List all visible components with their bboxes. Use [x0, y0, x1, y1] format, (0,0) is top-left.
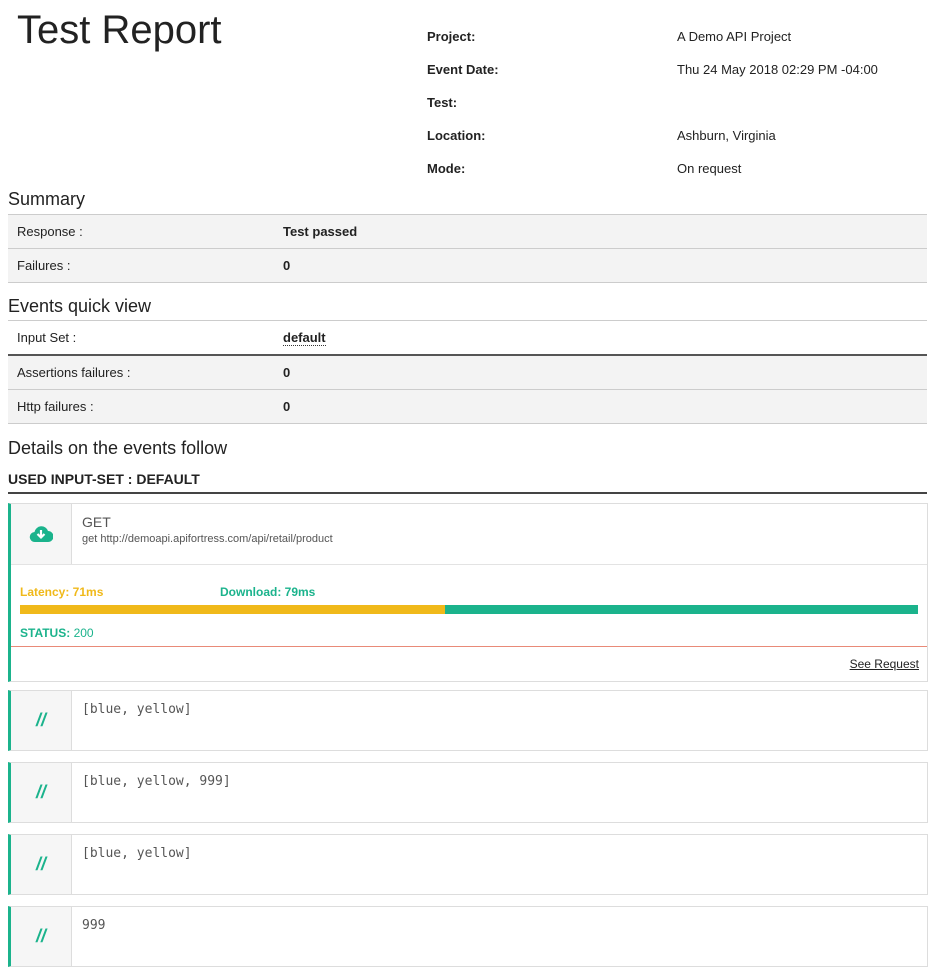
comment-icon: //: [11, 763, 72, 822]
meta-row: Location: Ashburn, Virginia: [427, 128, 878, 161]
meta-label: Location:: [427, 128, 486, 143]
row-value: 0: [283, 258, 291, 273]
meta-value: Ashburn, Virginia: [677, 128, 776, 143]
cloud-download-icon: [11, 504, 72, 564]
meta-label: Project:: [427, 29, 476, 44]
row-value: 0: [283, 365, 291, 380]
row-value: 0: [283, 399, 291, 414]
comment-text: [blue, yellow, 999]: [82, 774, 231, 789]
row-label: Input Set :: [17, 330, 77, 345]
comment-card: // [blue, yellow]: [8, 834, 928, 895]
status-value: 200: [73, 626, 94, 640]
meta-row: Project: A Demo API Project: [427, 29, 878, 62]
page-title: Test Report: [17, 8, 222, 52]
comment-icon: //: [11, 835, 72, 894]
comment-text: [blue, yellow]: [82, 702, 192, 717]
row-value: Test passed: [283, 224, 358, 239]
quick-view-table: Input Set : default Assertions failures :…: [8, 320, 927, 424]
table-row: Http failures : 0: [8, 390, 927, 424]
comment-card: // 999: [8, 906, 928, 967]
event-card: GET get http://demoapi.apifortress.com/ap…: [8, 503, 928, 682]
latency-bar: [20, 605, 446, 614]
timing-bar: [20, 605, 918, 614]
comment-card: // [blue, yellow]: [8, 690, 928, 751]
event-url: get http://demoapi.apifortress.com/api/r…: [82, 533, 333, 545]
table-row: Failures : 0: [8, 249, 927, 283]
meta-label: Test:: [427, 95, 458, 110]
row-label: Response :: [17, 224, 83, 239]
event-method: GET: [82, 514, 111, 530]
meta-label: Event Date:: [427, 62, 499, 77]
comment-icon: //: [11, 691, 72, 750]
row-label: Assertions failures :: [17, 365, 131, 380]
meta-label: Mode:: [427, 161, 466, 176]
report-meta: Project: A Demo API Project Event Date: Th…: [427, 29, 878, 194]
input-set-link[interactable]: default: [283, 329, 326, 346]
latency-label: Latency: 71ms: [20, 585, 104, 599]
meta-row: Test:: [427, 95, 878, 128]
comment-card: // [blue, yellow, 999]: [8, 762, 928, 823]
quick-view-heading: Events quick view: [8, 296, 152, 316]
table-row: Input Set : default: [8, 320, 927, 356]
summary-heading: Summary: [8, 189, 86, 209]
details-heading: Details on the events follow: [8, 438, 228, 458]
comment-text: [blue, yellow]: [82, 846, 192, 861]
download-bar: [445, 605, 918, 614]
meta-value: Thu 24 May 2018 02:29 PM -04:00: [677, 62, 878, 77]
table-row: Assertions failures : 0: [8, 356, 927, 390]
see-request-link[interactable]: See Request: [849, 657, 919, 671]
comment-icon: //: [11, 907, 72, 966]
row-label: Http failures :: [17, 399, 94, 414]
used-input-set: USED INPUT-SET : DEFAULT: [8, 471, 927, 494]
meta-value: A Demo API Project: [677, 29, 792, 44]
summary-table: Response : Test passed Failures : 0: [8, 214, 927, 283]
table-row: Response : Test passed: [8, 214, 927, 249]
row-label: Failures :: [17, 258, 71, 273]
meta-row: Mode: On request: [427, 161, 878, 194]
meta-row: Event Date: Thu 24 May 2018 02:29 PM -04:…: [427, 62, 878, 95]
status-label: STATUS:: [20, 626, 71, 640]
meta-value: On request: [677, 161, 742, 176]
download-label: Download: 79ms: [220, 585, 316, 599]
comment-text: 999: [82, 918, 106, 933]
